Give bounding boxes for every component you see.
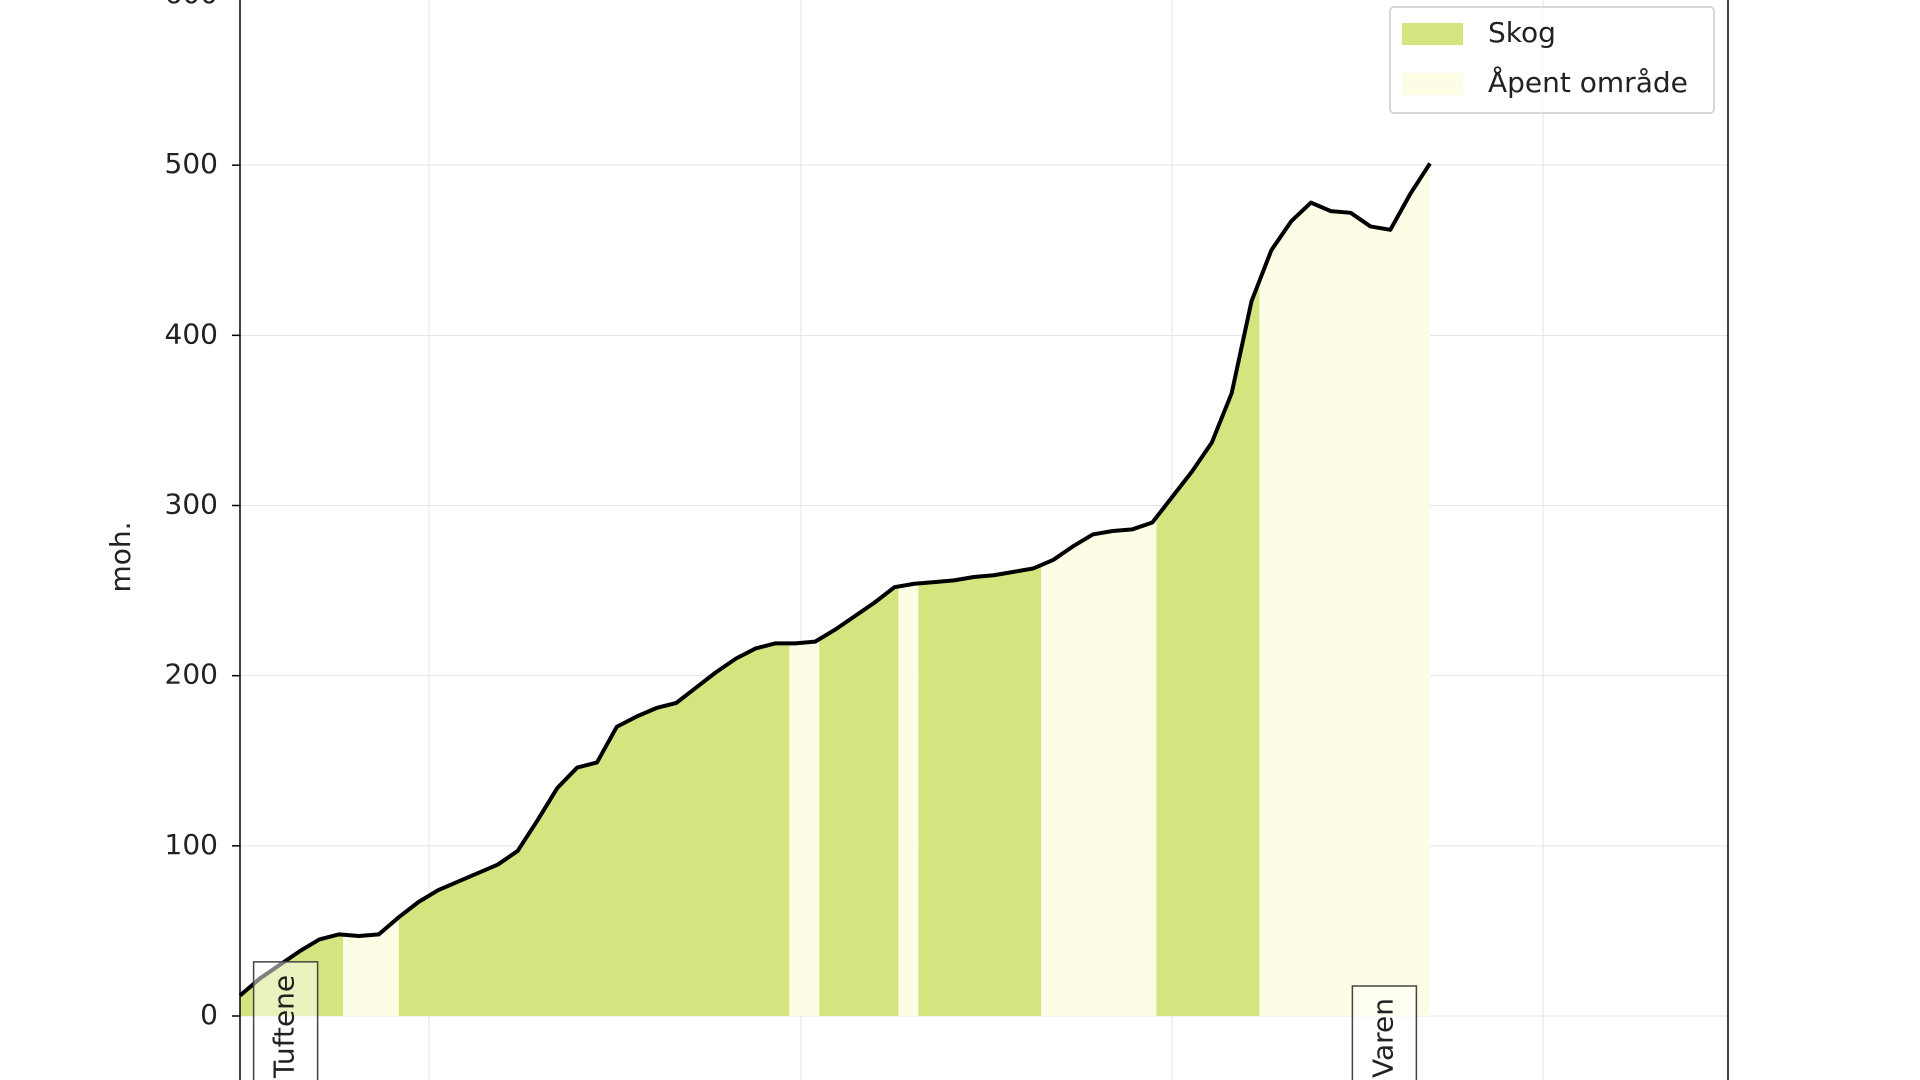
y-tick-label: 500 <box>165 147 218 180</box>
legend-swatch <box>1402 73 1463 95</box>
y-tick-label: 0 <box>200 998 218 1031</box>
annotation-label: Varen <box>1366 998 1399 1078</box>
y-tick-label: 100 <box>165 828 218 861</box>
annotation: Tuftene <box>252 961 319 1080</box>
annotation-box <box>252 961 319 1080</box>
annotation-box <box>1351 985 1418 1080</box>
land-cover-area <box>918 565 1042 1016</box>
land-cover-area <box>398 643 790 1016</box>
legend-label: Skog <box>1488 16 1556 49</box>
land-cover-area <box>1156 280 1260 1016</box>
y-axis-label: moh. <box>104 521 137 592</box>
y-tick-label: 600 <box>165 0 218 10</box>
land-cover-area <box>789 639 820 1016</box>
y-tick-label: 200 <box>165 658 218 691</box>
land-cover-area <box>1259 163 1430 1017</box>
legend-swatch <box>1402 23 1463 45</box>
land-cover-area <box>898 583 919 1016</box>
annotation-label: Tuftene <box>268 975 301 1079</box>
land-cover-area <box>819 586 899 1016</box>
land-cover-area <box>343 917 399 1016</box>
y-tick-label: 300 <box>165 488 218 521</box>
legend-label: Åpent område <box>1488 65 1688 99</box>
land-cover-area <box>1041 517 1157 1016</box>
elevation-line <box>238 162 1432 998</box>
annotation: Varen <box>1351 985 1418 1080</box>
y-tick-label: 400 <box>165 317 218 350</box>
legend-box <box>1389 6 1715 114</box>
